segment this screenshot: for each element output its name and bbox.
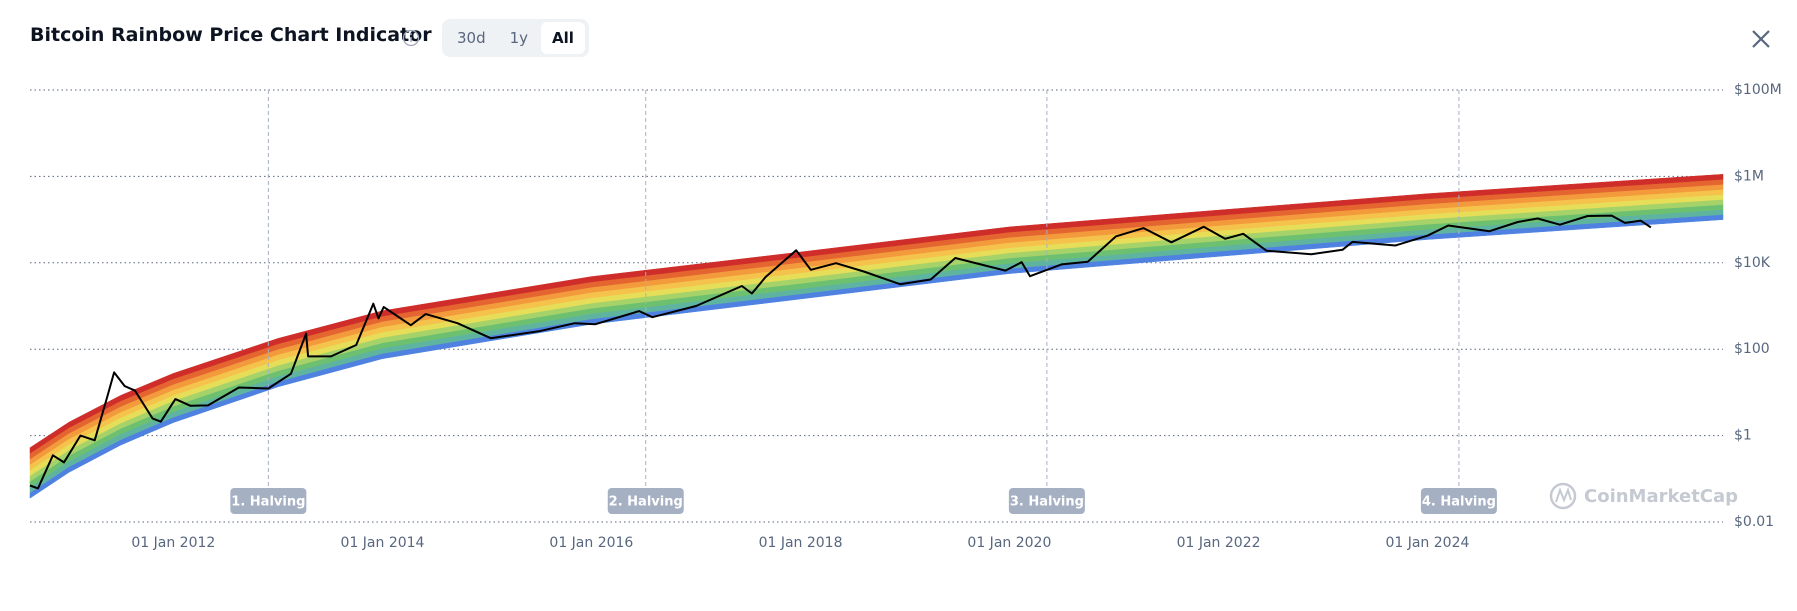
- range-selector: 30d 1y All: [442, 19, 589, 57]
- range-button[interactable]: 1y: [509, 29, 529, 47]
- rainbow-band: [29, 174, 1724, 454]
- price-line: [29, 214, 1652, 490]
- halving-label-box: [1008, 488, 1085, 514]
- halving-label: 2. Halving: [609, 495, 683, 510]
- x-tick-label: 01 Jan 2022: [1177, 535, 1261, 551]
- y-tick-label: $0.01: [1734, 514, 1774, 530]
- halving-label: 4. Halving: [1422, 495, 1496, 510]
- watermark-text: CoinMarketCap: [1584, 486, 1738, 507]
- y-tick-label: $1: [1734, 428, 1752, 444]
- x-tick-label: 01 Jan 2020: [967, 535, 1051, 551]
- y-tick-label: $10K: [1734, 255, 1771, 271]
- halving-label: 3. Halving: [1010, 495, 1084, 510]
- watermark-logo: [1555, 486, 1572, 503]
- page-title: Bitcoin Rainbow Price Chart Indicator: [30, 24, 432, 46]
- info-icon[interactable]: [402, 29, 420, 47]
- range-button[interactable]: All: [541, 22, 585, 54]
- x-tick-label: 01 Jan 2024: [1385, 535, 1469, 551]
- x-tick-label: 01 Jan 2016: [549, 535, 633, 551]
- watermark: CoinMarketCap: [1549, 482, 1738, 510]
- x-tick-label: 01 Jan 2012: [131, 535, 215, 551]
- x-tick-label: 01 Jan 2014: [341, 535, 425, 551]
- halving-label-box: [1420, 488, 1497, 514]
- halving-label-box: [230, 488, 307, 514]
- y-tick-label: $1M: [1734, 168, 1764, 184]
- y-tick-label: $100M: [1734, 82, 1782, 98]
- range-button[interactable]: 30d: [457, 29, 486, 47]
- halving-label-box: [607, 488, 684, 514]
- watermark-logo: [1549, 482, 1577, 510]
- x-tick-label: 01 Jan 2018: [759, 535, 843, 551]
- close-button[interactable]: [1750, 28, 1772, 50]
- y-tick-label: $100: [1734, 341, 1770, 357]
- halving-label: 1. Halving: [231, 495, 305, 510]
